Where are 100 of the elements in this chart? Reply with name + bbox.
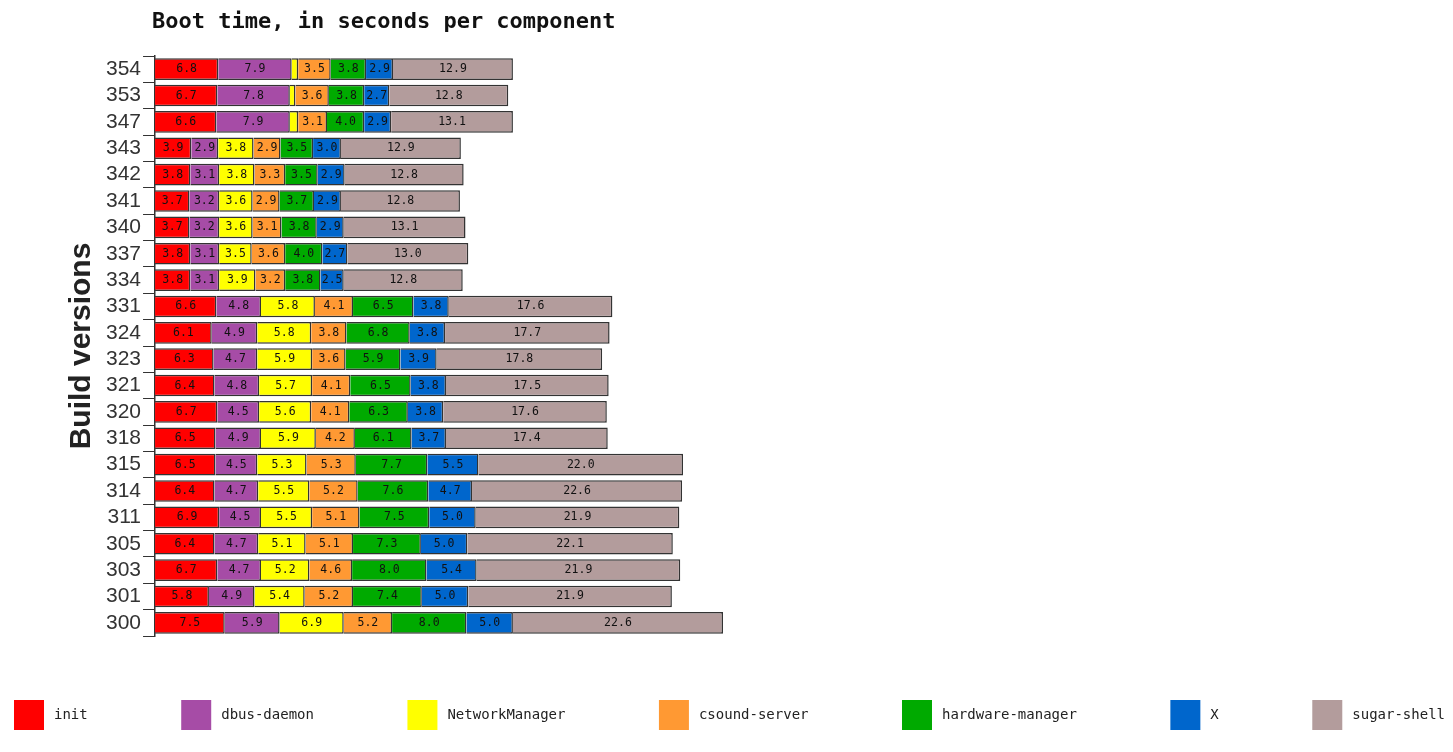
data-label: 3.2: [259, 272, 281, 287]
data-label: 3.5: [304, 61, 325, 76]
data-label: 5.8: [273, 324, 295, 339]
data-label: 17.6: [511, 403, 539, 418]
data-label: 21.9: [556, 588, 585, 603]
data-label: 5.9: [241, 614, 263, 629]
data-label: 3.9: [162, 140, 184, 155]
data-label: 4.7: [439, 482, 461, 497]
y-axis-title: Build versions: [63, 242, 97, 450]
data-label: 3.9: [226, 272, 248, 287]
data-label: 6.1: [372, 430, 394, 445]
y-tick-label: 311: [107, 504, 142, 528]
data-label: 6.7: [175, 562, 197, 577]
y-tick-label: 323: [105, 345, 142, 369]
data-label: 3.8: [292, 272, 314, 287]
data-label: 4.7: [228, 562, 250, 577]
data-label: 7.5: [179, 614, 201, 629]
data-label: 6.4: [174, 482, 196, 497]
data-label: 3.7: [161, 219, 183, 234]
data-label: 5.2: [323, 482, 344, 497]
y-tick-label: 314: [105, 477, 142, 501]
data-label: 12.8: [389, 272, 418, 287]
data-label: 4.7: [225, 535, 247, 550]
data-label: 6.3: [173, 351, 195, 366]
legend-label: X: [1210, 705, 1220, 722]
data-label: 5.0: [479, 614, 501, 629]
y-tick-label: 320: [105, 398, 142, 422]
y-tick-label: 303: [105, 556, 142, 580]
data-label: 6.5: [370, 377, 391, 392]
data-label: 22.6: [563, 482, 591, 497]
data-label: 4.5: [229, 509, 251, 524]
data-label: 3.6: [301, 87, 323, 102]
data-label: 2.7: [324, 245, 346, 260]
data-label: 5.8: [171, 588, 193, 603]
data-label: 6.7: [175, 87, 197, 102]
data-label: 3.8: [338, 61, 359, 76]
data-label: 12.9: [439, 61, 467, 76]
data-label: 7.3: [376, 535, 398, 550]
data-label: 12.8: [434, 87, 463, 102]
data-label: 5.8: [277, 298, 299, 313]
data-label: 6.9: [176, 509, 198, 524]
data-label: 21.9: [564, 562, 593, 577]
data-label: 2.9: [369, 61, 390, 76]
data-label: 5.2: [318, 588, 340, 603]
data-label: 12.8: [386, 192, 415, 207]
data-label: 6.5: [174, 430, 196, 445]
data-label: 22.6: [604, 614, 632, 629]
data-label: 4.7: [225, 351, 246, 366]
data-label: 6.4: [174, 377, 196, 392]
data-label: 4.8: [226, 377, 248, 392]
data-label: 3.1: [194, 272, 216, 287]
data-label: 3.8: [415, 403, 436, 418]
y-tick-label: 353: [105, 82, 142, 106]
data-label: 4.9: [221, 588, 243, 603]
data-label: 5.2: [357, 614, 379, 629]
data-label: 5.3: [320, 456, 342, 471]
data-label: 8.0: [378, 562, 400, 577]
data-label: 4.0: [335, 113, 357, 128]
legend-label: dbus-daemon: [221, 705, 314, 722]
y-tick-label: 341: [105, 187, 142, 211]
y-tick-label: 331: [105, 293, 142, 317]
legend-label: hardware-manager: [942, 705, 1077, 722]
data-label: 5.9: [274, 351, 296, 366]
legend-label: NetworkManager: [447, 705, 566, 722]
data-label: 6.5: [372, 298, 394, 313]
data-label: 3.8: [336, 87, 357, 102]
data-label: 3.1: [194, 166, 216, 181]
y-tick-label: 321: [105, 372, 142, 396]
y-tick-label: 334: [105, 266, 142, 290]
data-label: 7.5: [384, 509, 405, 524]
y-tick-label: 324: [105, 319, 142, 343]
data-label: 4.7: [225, 482, 247, 497]
data-label: 5.9: [278, 430, 299, 445]
data-label: 4.1: [320, 377, 342, 392]
data-label: 4.0: [293, 245, 315, 260]
data-label: 2.9: [319, 219, 341, 234]
y-tick-label: 354: [105, 55, 142, 79]
data-label: 3.0: [316, 140, 338, 155]
data-label: 5.4: [269, 588, 291, 603]
data-label: 5.1: [318, 535, 340, 550]
data-label: 6.7: [175, 403, 197, 418]
data-label: 4.6: [320, 562, 342, 577]
data-label: 3.3: [259, 166, 281, 181]
data-label: 22.1: [556, 535, 585, 550]
legend-label: csound-server: [698, 705, 809, 722]
data-label: 22.0: [566, 456, 595, 471]
y-tick-label: 347: [105, 108, 142, 132]
data-label: 6.5: [174, 456, 196, 471]
legend-label: sugar-shell: [1352, 705, 1445, 722]
data-label: 2.9: [255, 192, 277, 207]
data-label: 5.5: [276, 509, 297, 524]
y-tick-label: 301: [105, 583, 142, 607]
data-label: 5.6: [274, 403, 296, 418]
data-label: 2.9: [256, 140, 278, 155]
data-label: 7.9: [242, 113, 264, 128]
data-label: 6.4: [174, 535, 196, 550]
y-tick-label: 300: [105, 609, 142, 633]
data-label: 3.8: [288, 219, 310, 234]
data-label: 6.8: [367, 324, 389, 339]
data-label: 3.7: [286, 192, 308, 207]
